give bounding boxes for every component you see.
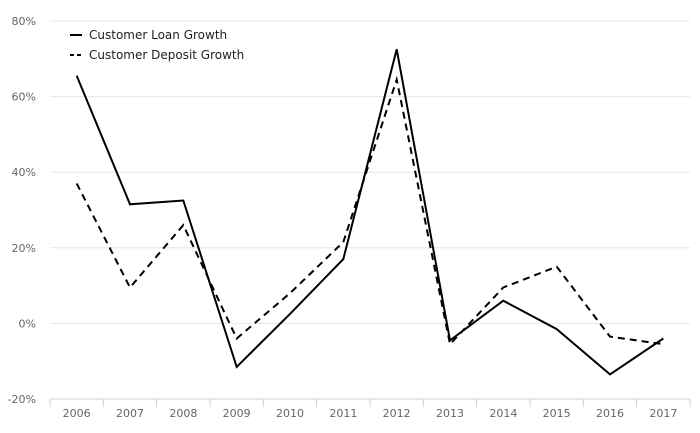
y-tick-label: 20% [12, 242, 36, 255]
x-tick-label: 2009 [223, 407, 251, 420]
x-tick-label: 2017 [649, 407, 677, 420]
series-line-customer-loan-growth [75, 49, 664, 376]
y-tick-label: 80% [12, 15, 36, 28]
y-tick-label: 0% [19, 317, 36, 330]
x-axis: 2006 2007 2008 2009 2010 2011 2012 2013 2014 2015… [49, 398, 691, 420]
series-layer [75, 49, 664, 376]
x-tick-label: 2016 [596, 407, 624, 420]
x-tick-label: 2006 [63, 407, 91, 420]
x-tick-label: 2015 [543, 407, 571, 420]
y-tick-label: -20% [8, 393, 36, 406]
y-axis: -20% 0% 20% 40% 60% 80% [8, 15, 36, 406]
x-tick-label: 2007 [116, 407, 144, 420]
y-tick-label: 40% [12, 166, 36, 179]
legend: Customer Loan Growth Customer Deposit Gro… [70, 28, 244, 62]
legend-label: Customer Deposit Growth [89, 48, 244, 62]
x-tick-label: 2012 [383, 407, 411, 420]
y-tick-label: 60% [12, 91, 36, 104]
x-tick-label: 2011 [329, 407, 357, 420]
x-tick-label: 2010 [276, 407, 304, 420]
x-tick-label: 2014 [489, 407, 517, 420]
x-tick-label: 2008 [169, 407, 197, 420]
gridlines [50, 20, 690, 324]
series-line-customer-deposit-growth [75, 75, 664, 347]
legend-label: Customer Loan Growth [89, 28, 227, 42]
x-tick-label: 2013 [436, 407, 464, 420]
